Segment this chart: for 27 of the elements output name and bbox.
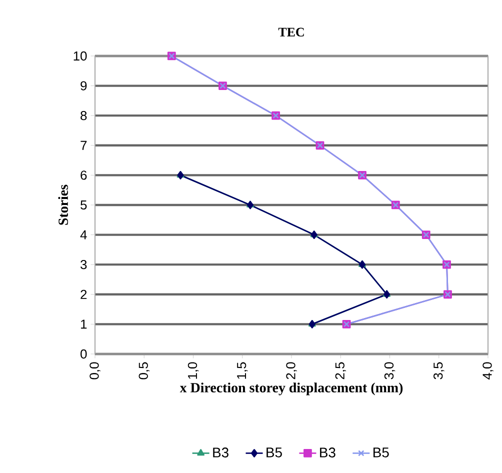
y-tick-label: 2 [80, 290, 87, 299]
x-tick-label: 3,5 [434, 362, 444, 380]
x-tick-label: 0,0 [90, 362, 100, 380]
x-tick-label: 3,0 [384, 362, 396, 380]
x-tick-label: 2,5 [335, 362, 346, 380]
x-tick-label: 0,5 [138, 362, 150, 380]
y-tick-label: 1 [81, 320, 87, 329]
y-tick-label: 6 [80, 170, 87, 180]
y-tick-label: 3 [80, 260, 87, 270]
y-tick-label: 9 [80, 81, 87, 90]
y-tick-label: 4 [80, 230, 87, 240]
chart-title: TEC [278, 28, 304, 36]
legend-label: B3 [320, 448, 336, 458]
legend-label: B3 [213, 448, 228, 458]
x-tick-label: 1,0 [188, 362, 199, 379]
x-axis-title: x Direction storey displacement (mm) [180, 382, 403, 396]
y-tick-label: 8 [80, 110, 87, 120]
x-tick-label: 1,5 [237, 362, 248, 379]
y-tick-label: 5 [80, 200, 87, 210]
legend-label: B5 [266, 448, 282, 458]
x-tick-label: 2,0 [286, 362, 297, 380]
y-tick-label: 10 [74, 51, 87, 61]
y-tick-label: 7 [80, 140, 87, 150]
x-tick-label: 4,0 [482, 362, 494, 380]
y-axis-title: Stories [58, 184, 68, 225]
y-tick-label: 0 [80, 349, 87, 359]
legend-label: B5 [373, 448, 389, 458]
